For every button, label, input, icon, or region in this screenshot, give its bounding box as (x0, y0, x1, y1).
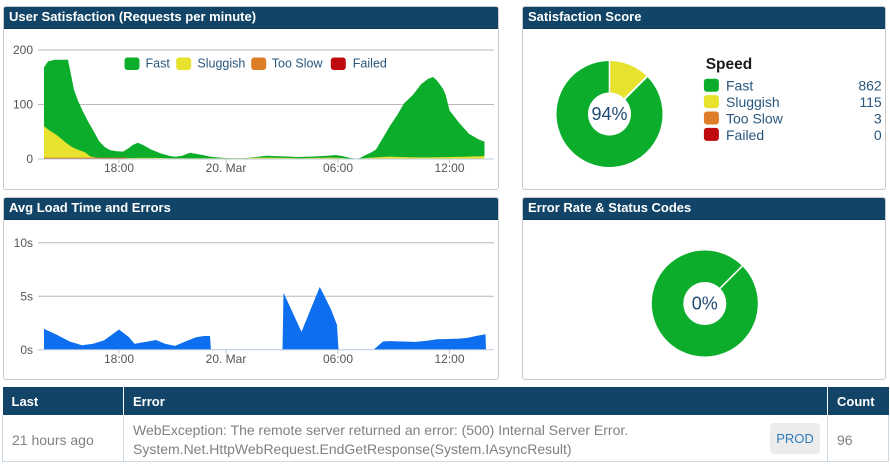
svg-text:10s: 10s (14, 236, 33, 250)
svg-text:5s: 5s (20, 289, 33, 303)
svg-text:18:00: 18:00 (104, 352, 134, 366)
svg-text:12:00: 12:00 (434, 352, 464, 366)
svg-text:18:00: 18:00 (104, 161, 134, 175)
svg-text:862: 862 (858, 78, 882, 94)
svg-text:200: 200 (13, 43, 33, 57)
svg-text:Sluggish: Sluggish (726, 94, 780, 110)
svg-text:115: 115 (859, 94, 882, 110)
svg-text:Too Slow: Too Slow (726, 110, 784, 126)
svg-text:20. Mar: 20. Mar (206, 352, 247, 366)
svg-text:Fast: Fast (726, 78, 753, 94)
svg-text:20. Mar: 20. Mar (206, 161, 247, 175)
svg-text:100: 100 (13, 98, 33, 112)
svg-text:06:00: 06:00 (323, 161, 353, 175)
svg-text:0: 0 (874, 127, 882, 143)
svg-text:Speed: Speed (706, 56, 753, 73)
svg-text:Fast: Fast (146, 57, 171, 71)
svg-text:0%: 0% (692, 294, 718, 314)
svg-text:0: 0 (26, 152, 33, 166)
svg-text:94%: 94% (591, 104, 627, 124)
svg-text:12:00: 12:00 (434, 161, 464, 175)
svg-text:Failed: Failed (726, 127, 764, 143)
svg-text:Sluggish: Sluggish (197, 57, 245, 71)
svg-text:Failed: Failed (353, 57, 387, 71)
svg-text:3: 3 (874, 110, 882, 126)
svg-text:06:00: 06:00 (323, 352, 353, 366)
svg-text:Too Slow: Too Slow (272, 57, 324, 71)
svg-text:0s: 0s (20, 343, 33, 357)
